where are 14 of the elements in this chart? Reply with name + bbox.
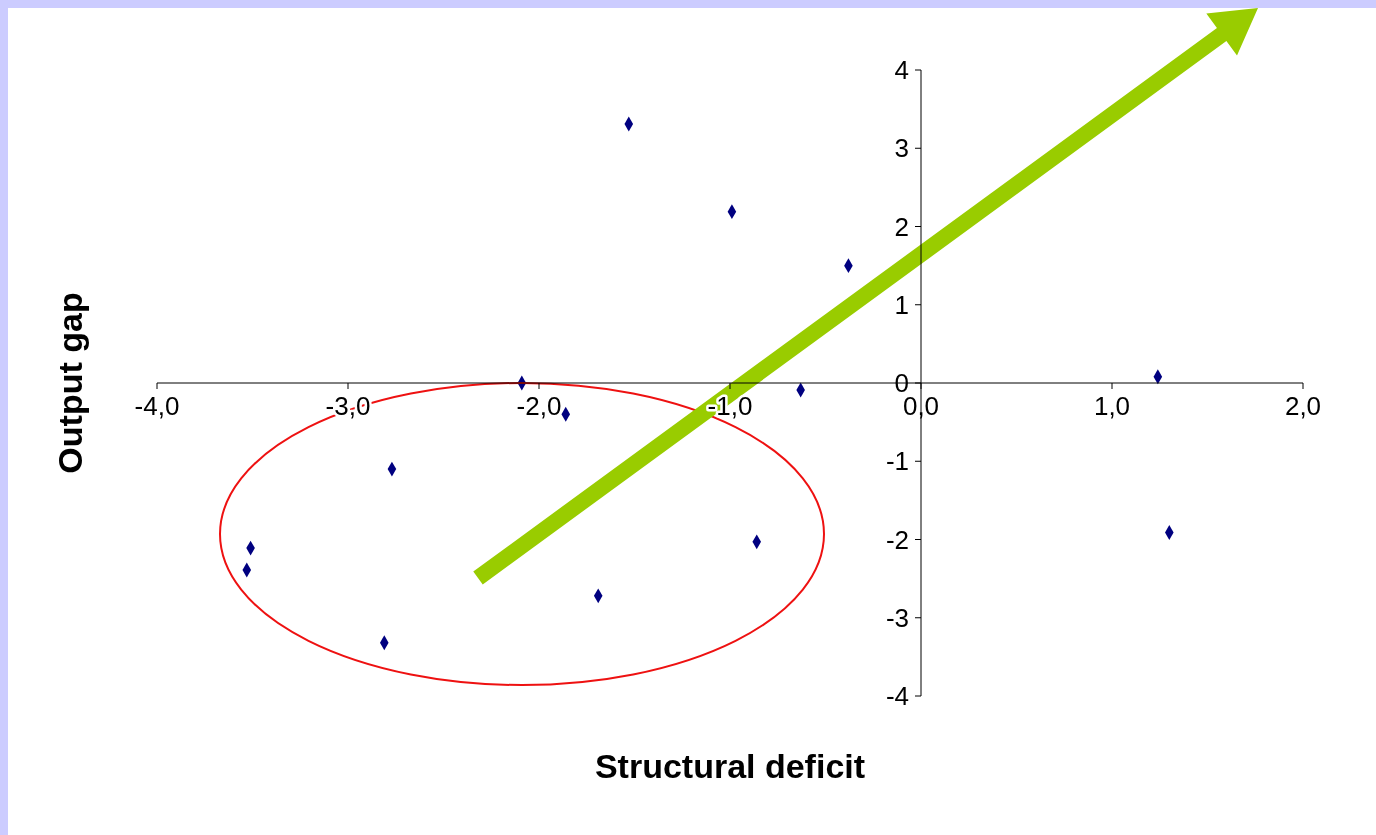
y-tick-label: 1	[894, 289, 909, 320]
y-axis-title: Output gap	[51, 292, 89, 474]
x-axis-title: Structural deficit	[594, 747, 866, 785]
y-tick-label: 4	[894, 55, 909, 85]
y-tick-label: 3	[894, 133, 909, 164]
x-tick-label: -4,0	[134, 391, 180, 421]
y-tick-label: 2	[894, 211, 909, 242]
y-tick-label: -1	[885, 446, 909, 477]
y-tick-label: -2	[885, 524, 909, 555]
y-tick-label: -4	[885, 681, 909, 711]
x-tick-label: 2,0	[1284, 391, 1322, 421]
y-tick-label: -3	[885, 602, 909, 633]
x-tick-label: -2,0	[516, 391, 562, 421]
x-tick-label: 1,0	[1093, 391, 1131, 421]
